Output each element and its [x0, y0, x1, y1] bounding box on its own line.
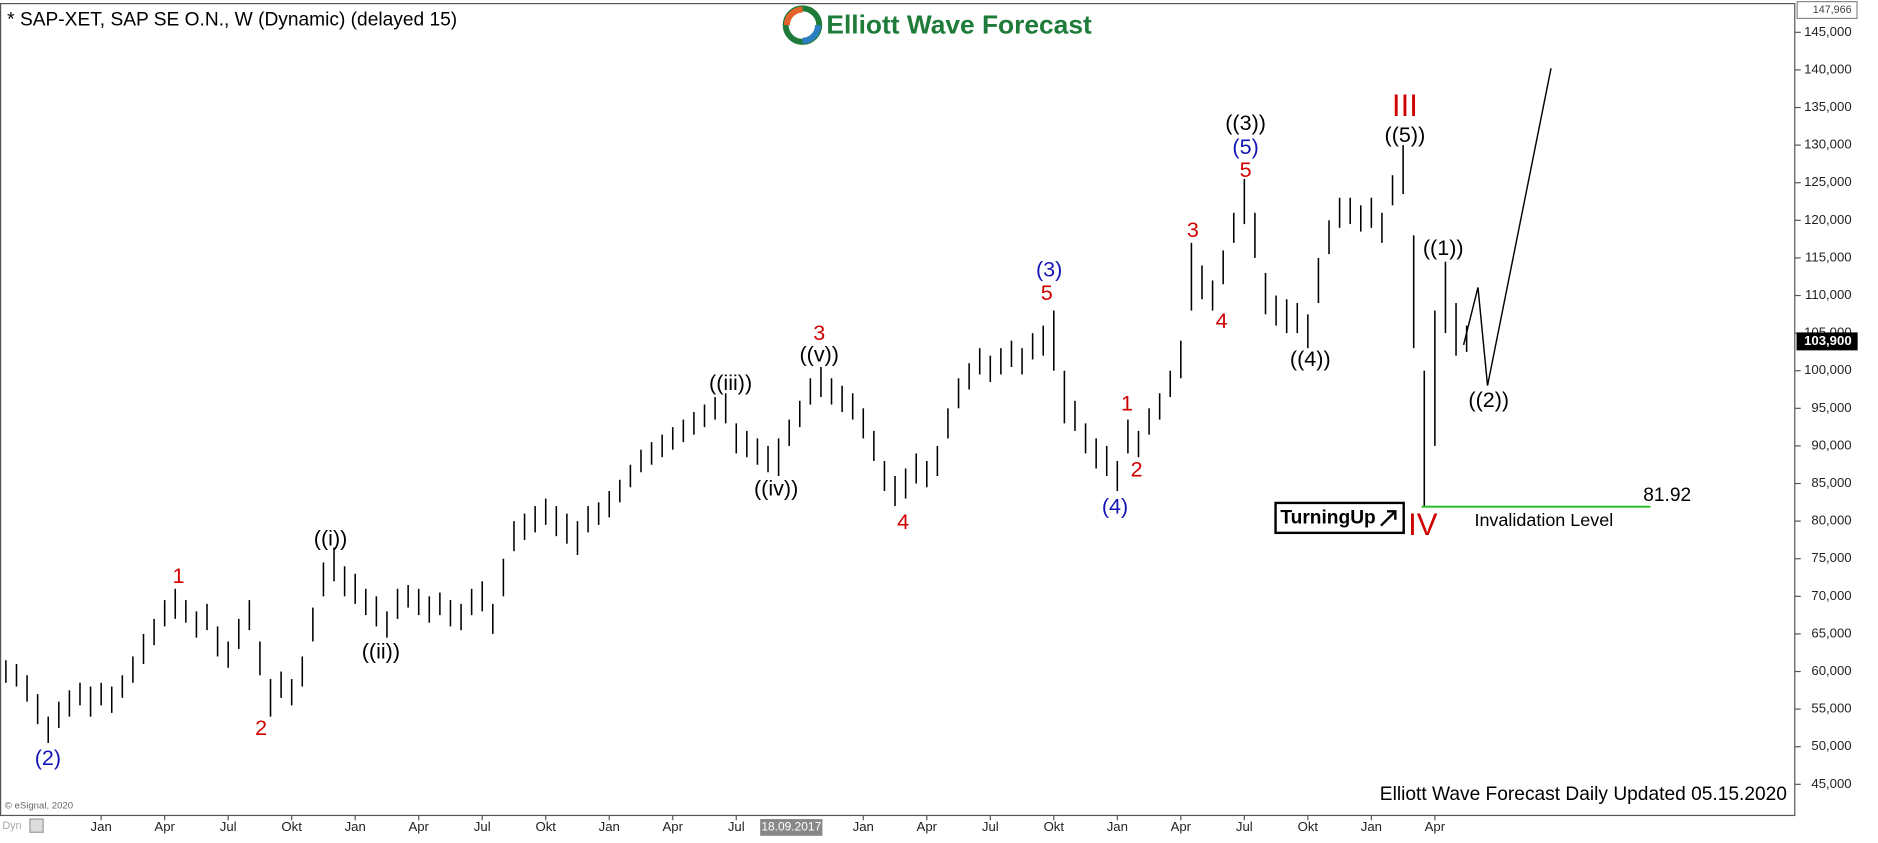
- wave-label: (2): [35, 745, 61, 770]
- x-tick-label: Apr: [917, 819, 938, 834]
- y-tick-label: 125,000: [1804, 174, 1852, 189]
- x-tick-label: Okt: [535, 819, 556, 834]
- wave-label: 1: [1121, 390, 1133, 415]
- wave-label: ((1)): [1423, 235, 1464, 260]
- price-mark-label: 103,900: [1804, 333, 1852, 348]
- plot-frame: [0, 2, 1796, 817]
- copyright: © eSignal, 2020: [5, 800, 73, 811]
- price-mark-label: 147,966: [1813, 4, 1852, 16]
- x-tick-label: Okt: [1298, 819, 1319, 834]
- x-tick-label: Jul: [1236, 819, 1253, 834]
- price-mark-box: [1796, 332, 1858, 351]
- y-tick-label: 60,000: [1811, 663, 1851, 678]
- x-tick-label: Jan: [1361, 819, 1382, 834]
- y-tick-label: 95,000: [1811, 400, 1851, 415]
- wave-label: ((iv)): [754, 475, 798, 500]
- x-tick-label: Jul: [982, 819, 999, 834]
- badge-text: TurningUp: [1280, 508, 1375, 529]
- wave-label: ((v)): [799, 341, 838, 366]
- wave-label: ((iii)): [709, 370, 752, 395]
- cursor-label-box: [760, 819, 823, 836]
- x-tick-label: Okt: [281, 819, 302, 834]
- invalidation-text: Invalidation Level: [1474, 510, 1613, 530]
- invalidation-value: 81.92: [1643, 485, 1691, 506]
- y-tick-label: 100,000: [1804, 362, 1852, 377]
- badge-arrow: [1380, 510, 1397, 527]
- y-tick-label: 65,000: [1811, 625, 1851, 640]
- x-tick-label: Jan: [1107, 819, 1128, 834]
- x-tick-label: Jan: [853, 819, 874, 834]
- wave-label: 3: [1187, 217, 1199, 242]
- wave-label: 5: [1240, 157, 1252, 182]
- chart-title: * SAP-XET, SAP SE O.N., W (Dynamic) (del…: [7, 9, 457, 30]
- logo: Elliott Wave Forecast: [782, 5, 1092, 45]
- x-tick-label: Okt: [1044, 819, 1065, 834]
- wave-label: 1: [172, 563, 184, 588]
- x-tick-label: Jul: [220, 819, 237, 834]
- price-mark-box: [1796, 1, 1858, 19]
- y-tick-label: 75,000: [1811, 550, 1851, 565]
- y-tick-label: 140,000: [1804, 61, 1852, 76]
- projection-path: [1462, 68, 1552, 386]
- wave-label: (4): [1102, 493, 1128, 518]
- x-tick-label: Jul: [728, 819, 745, 834]
- footer: Elliott Wave Forecast Daily Updated 05.1…: [1380, 784, 1787, 805]
- y-tick-label: 45,000: [1811, 776, 1851, 791]
- x-tick-label: Apr: [408, 819, 429, 834]
- y-tick-label: 85,000: [1811, 475, 1851, 490]
- x-tick-label: Apr: [1425, 819, 1446, 834]
- wave-label: ((5)): [1385, 122, 1426, 147]
- corner-label: Dyn: [2, 820, 21, 832]
- y-tick-label: 130,000: [1804, 137, 1852, 152]
- wave-label: 4: [897, 509, 909, 534]
- wave-label: ((i)): [314, 526, 348, 551]
- x-tick-label: Jan: [91, 819, 112, 834]
- logo-text: Elliott Wave Forecast: [826, 9, 1092, 39]
- y-tick-label: 55,000: [1811, 701, 1851, 716]
- y-tick-label: 90,000: [1811, 437, 1851, 452]
- wave-label: (3): [1036, 256, 1062, 281]
- y-tick-label: 80,000: [1811, 513, 1851, 528]
- wave-label: IV: [1408, 507, 1438, 542]
- y-tick-label: 135,000: [1804, 99, 1852, 114]
- wave-label: III: [1392, 88, 1418, 123]
- wave-label: ((4)): [1290, 346, 1331, 371]
- x-tick-label: Jan: [345, 819, 366, 834]
- x-tick-label: Apr: [1171, 819, 1192, 834]
- y-tick-label: 70,000: [1811, 588, 1851, 603]
- wave-label: ((2)): [1468, 387, 1509, 412]
- logo-arc: [783, 6, 803, 26]
- y-tick-label: 120,000: [1804, 212, 1852, 227]
- y-tick-label: 145,000: [1804, 24, 1852, 39]
- badge-box: [1274, 501, 1405, 535]
- x-tick-label: Apr: [663, 819, 684, 834]
- cursor-label: 18.09.2017: [761, 820, 821, 834]
- x-tick-label: Jan: [599, 819, 620, 834]
- wave-label: 2: [1131, 456, 1143, 481]
- y-tick-label: 115,000: [1805, 249, 1852, 264]
- x-tick-label: Apr: [154, 819, 175, 834]
- wave-label: 3: [813, 320, 825, 345]
- wave-label: 4: [1216, 308, 1228, 333]
- wave-label: 5: [1041, 280, 1053, 305]
- y-tick-label: 110,000: [1805, 287, 1852, 302]
- wave-label: (5): [1232, 134, 1258, 159]
- logo-arc: [802, 24, 822, 44]
- wave-label: 2: [255, 715, 267, 740]
- y-tick-label: 50,000: [1811, 738, 1851, 753]
- wave-label: ((ii)): [362, 638, 400, 663]
- corner-box: [29, 818, 44, 833]
- turning-up-badge: TurningUp: [1274, 501, 1405, 535]
- x-tick-label: Jul: [474, 819, 491, 834]
- wave-label: ((3)): [1225, 110, 1266, 135]
